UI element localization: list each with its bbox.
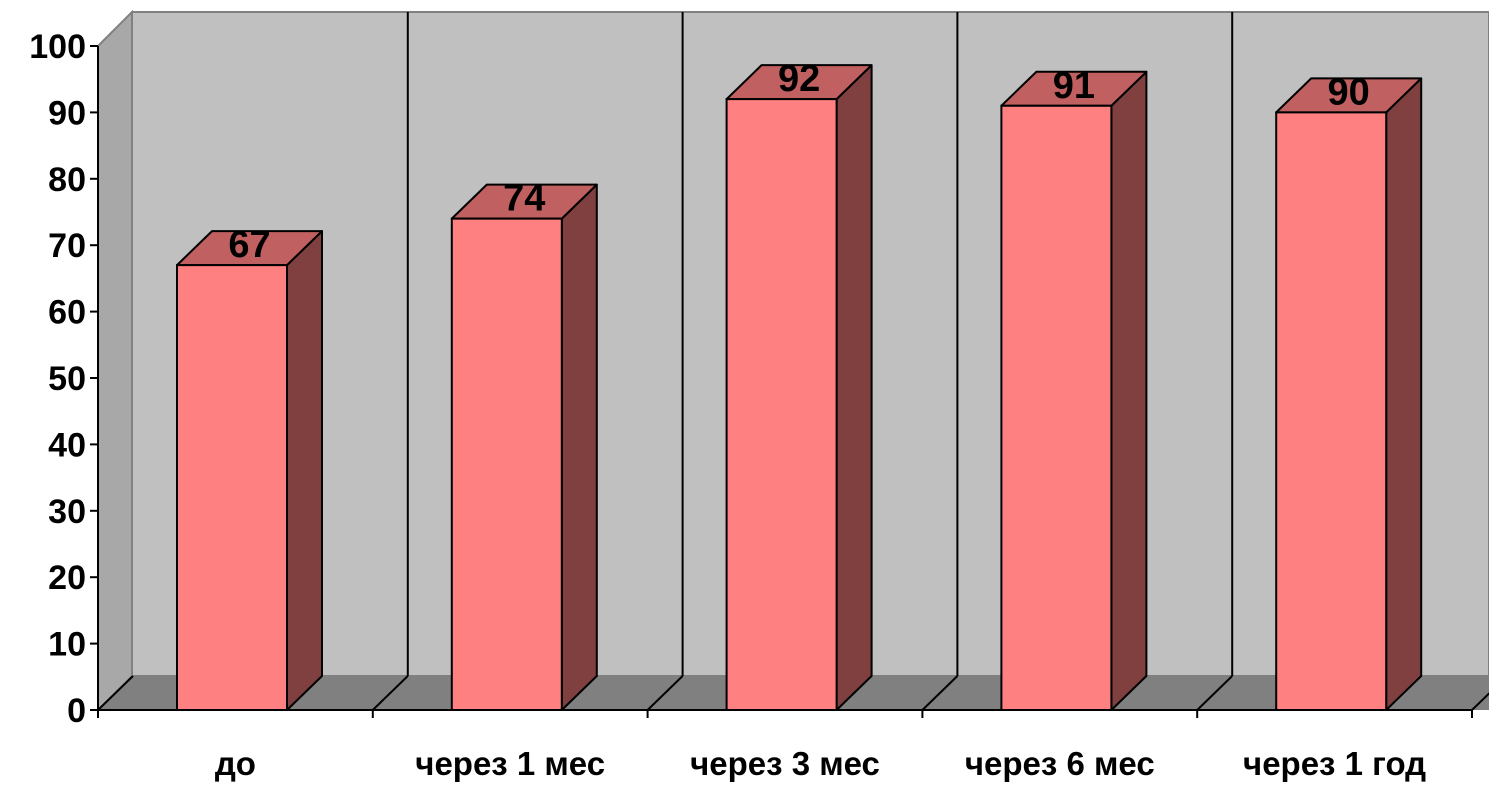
floor-divider <box>921 675 959 711</box>
y-tick-label: 80 <box>48 161 86 199</box>
bar-front <box>725 98 838 712</box>
y-tick-label: 40 <box>48 426 86 464</box>
bar-side <box>1110 70 1148 711</box>
data-label: 92 <box>778 58 820 100</box>
y-tick-label: 20 <box>48 559 86 597</box>
y-tick-label: 0 <box>67 692 86 730</box>
bar: 74 <box>450 178 598 711</box>
bar-front <box>1275 111 1388 711</box>
data-label: 91 <box>1053 65 1095 107</box>
bar-front <box>450 217 563 711</box>
bar-side <box>286 230 323 711</box>
y-tick-label: 70 <box>48 227 86 265</box>
bar: 92 <box>725 58 873 712</box>
y-tick-label: 60 <box>48 294 86 332</box>
floor-divider <box>372 675 409 711</box>
y-tick-label: 50 <box>48 360 86 398</box>
bar-side <box>560 183 598 711</box>
bar: 90 <box>1275 71 1423 711</box>
floor-divider <box>1196 675 1233 711</box>
bar-side <box>1385 77 1423 711</box>
data-label: 74 <box>503 178 545 220</box>
y-tick-label: 90 <box>48 94 86 132</box>
floor-divider <box>1471 692 1489 711</box>
bar-front <box>176 264 288 711</box>
y-tick-label: 100 <box>29 28 86 66</box>
data-label: 90 <box>1328 71 1370 113</box>
side-wall <box>97 9 133 713</box>
y-tick-label: 10 <box>48 626 86 664</box>
floor-divider-lines <box>97 675 1489 711</box>
data-label: 67 <box>228 224 270 266</box>
category-label: через 6 мес <box>965 745 1155 782</box>
bar-front <box>1000 104 1113 711</box>
category-label: через 1 мес <box>415 745 605 782</box>
y-tick-labels: 0 10 20 30 40 50 60 70 80 90 100 <box>29 28 98 730</box>
floor-divider <box>97 675 134 711</box>
category-label: через 1 год <box>1243 745 1426 782</box>
category-label: до <box>215 745 256 782</box>
category-separators <box>406 12 1234 676</box>
x-tick-marks <box>97 710 1473 718</box>
floor-divider <box>646 675 684 711</box>
bar: 91 <box>1000 65 1148 711</box>
bars: 67 74 92 91 90 <box>176 58 1423 712</box>
bar-side <box>835 64 873 711</box>
category-label: через 3 мес <box>690 745 880 782</box>
y-tick-label: 30 <box>48 493 86 531</box>
category-labels: до через 1 мес через 3 мес через 6 мес через… <box>215 745 1426 782</box>
bar: 67 <box>176 224 323 711</box>
